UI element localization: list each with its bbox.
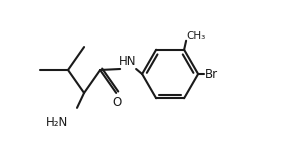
Text: H₂N: H₂N [46, 116, 68, 129]
Text: CH₃: CH₃ [186, 31, 205, 41]
Text: Br: Br [205, 67, 218, 81]
Text: HN: HN [119, 55, 137, 68]
Text: O: O [113, 96, 122, 109]
